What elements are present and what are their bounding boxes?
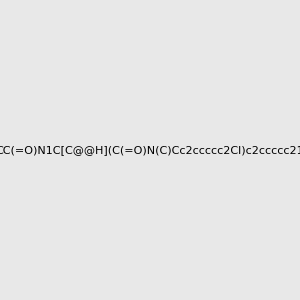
Text: CC(=O)N1C[C@@H](C(=O)N(C)Cc2ccccc2Cl)c2ccccc21: CC(=O)N1C[C@@H](C(=O)N(C)Cc2ccccc2Cl)c2c… (0, 145, 300, 155)
